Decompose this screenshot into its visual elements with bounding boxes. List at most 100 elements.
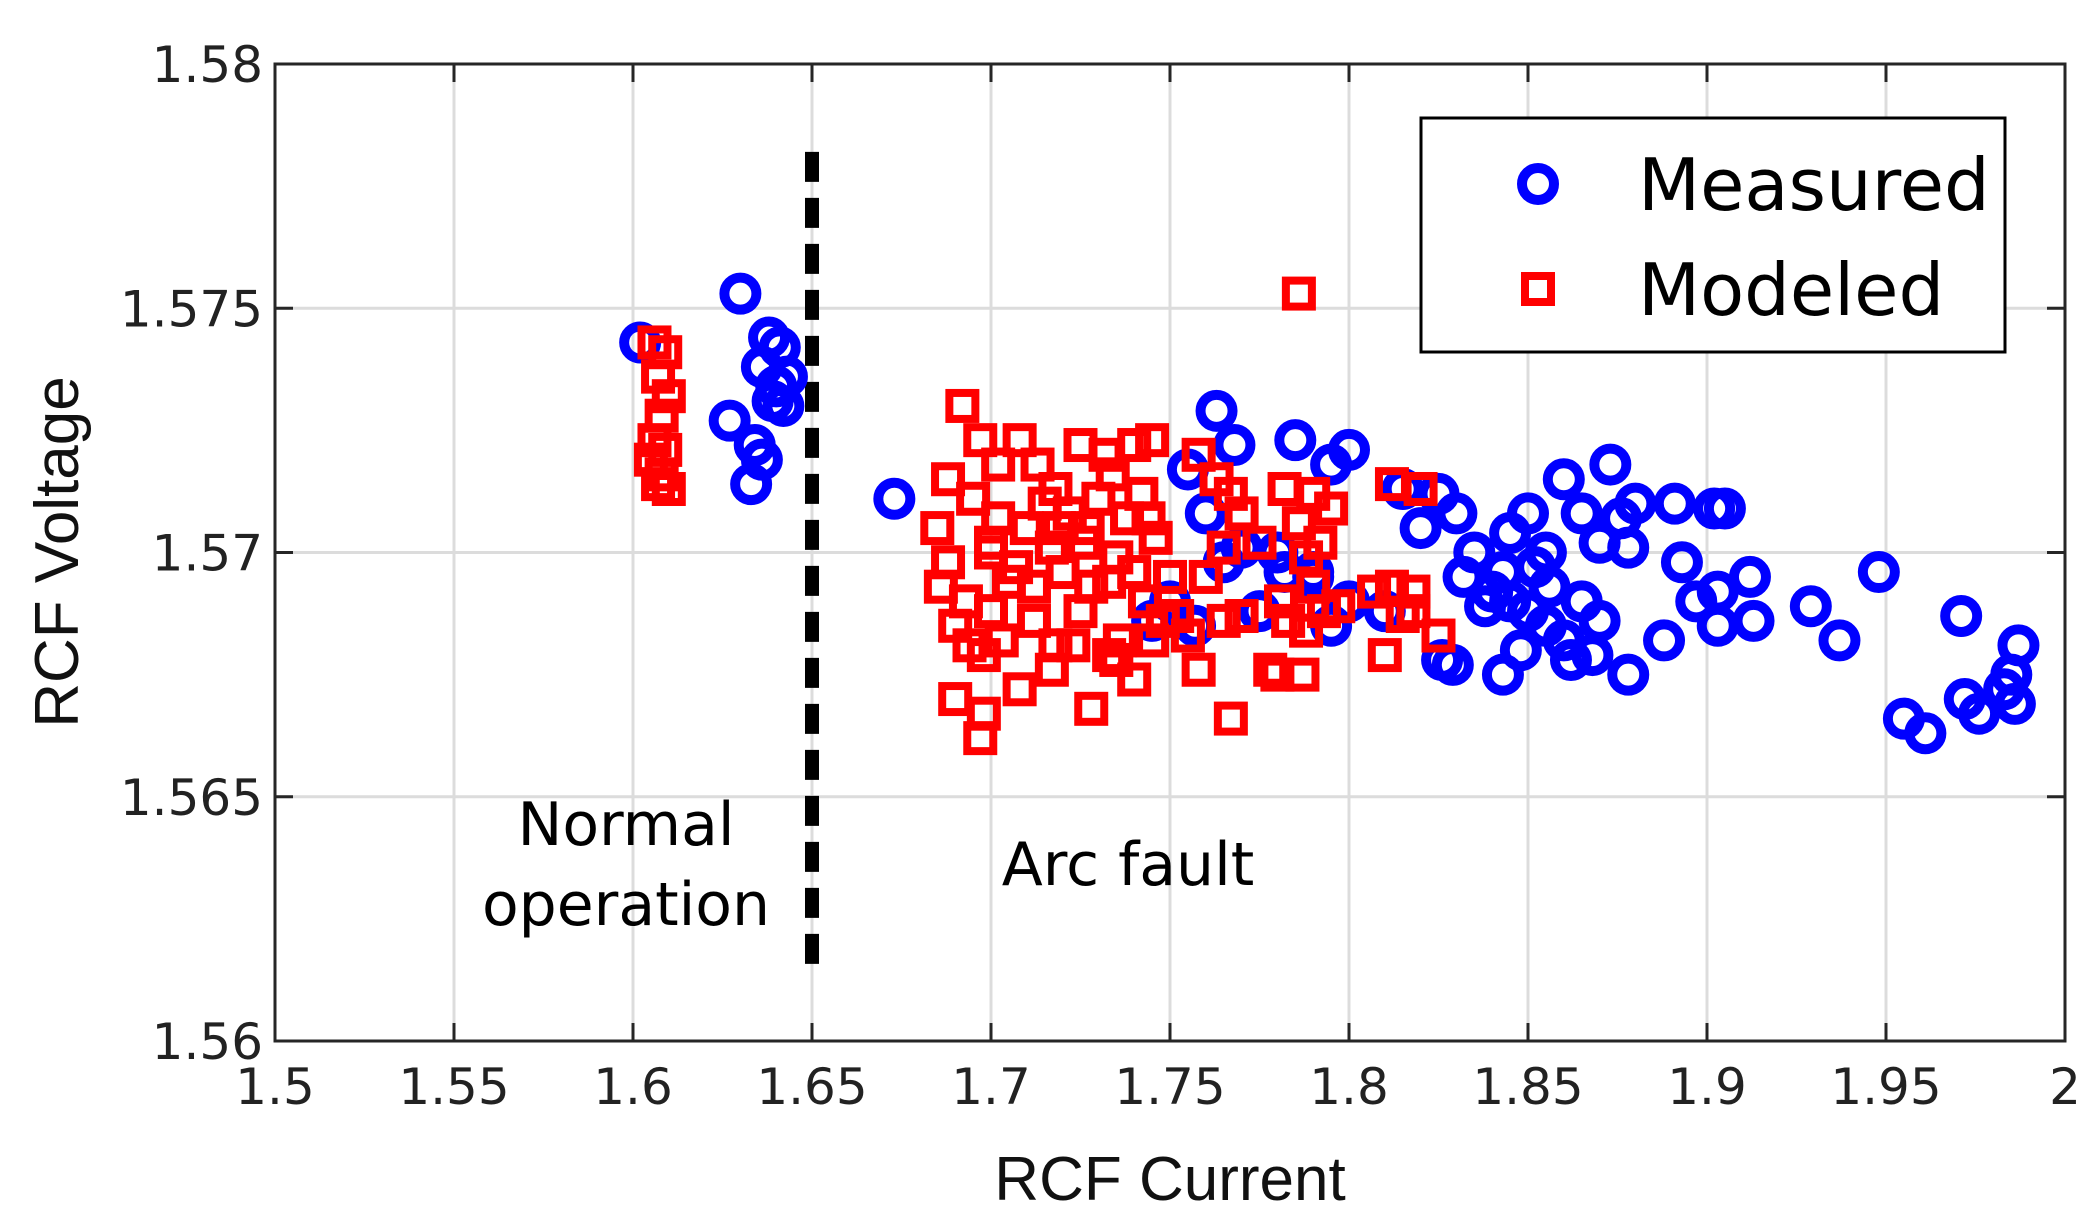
- measured-point: [1732, 599, 1775, 642]
- modeled-point: [1074, 569, 1109, 604]
- x-tick-label: 1.9: [1667, 1058, 1747, 1116]
- modeled-point: [651, 379, 686, 414]
- modeled-point: [931, 462, 966, 497]
- modeled-point: [1135, 623, 1170, 658]
- modeled-point: [1160, 599, 1195, 634]
- x-tick-label: 2: [2049, 1058, 2081, 1116]
- modeled-point: [920, 511, 955, 546]
- measured-point: [1549, 638, 1592, 681]
- modeled-point: [938, 682, 973, 717]
- measured-point: [1442, 555, 1485, 598]
- modeled-point: [1117, 428, 1152, 463]
- legend-measured-label: Measured: [1638, 143, 1990, 227]
- modeled-point: [1242, 525, 1277, 560]
- measured-point: [1560, 492, 1603, 535]
- modeled-point: [981, 501, 1016, 536]
- measured-point: [1328, 428, 1370, 471]
- modeled-point: [1092, 564, 1127, 599]
- measured-point: [1703, 487, 1746, 530]
- modeled-point: [1016, 603, 1051, 638]
- legend-modeled-label: Modeled: [1638, 248, 1944, 332]
- measured-point: [1528, 565, 1571, 608]
- modeled-point: [1042, 511, 1077, 546]
- modeled-point: [1253, 652, 1288, 687]
- measured-point: [1904, 712, 1947, 755]
- normal-operation-label-line2: operation: [482, 870, 770, 940]
- normal-operation-label-line1: Normal: [517, 790, 734, 860]
- modeled-point: [1285, 657, 1320, 692]
- modeled-point: [1263, 584, 1298, 619]
- y-tick-label: 1.575: [120, 280, 263, 338]
- modeled-point: [1281, 276, 1316, 311]
- measured-point: [1614, 482, 1657, 525]
- y-tick-label: 1.57: [152, 525, 263, 583]
- modeled-point: [945, 388, 980, 423]
- measured-point: [1728, 555, 1771, 598]
- region-annotations: Normal operation Arc fault: [482, 790, 1254, 940]
- modeled-point: [1020, 447, 1055, 482]
- measured-point: [873, 477, 916, 520]
- legend: Measured Modeled: [1419, 116, 2007, 354]
- modeled-point: [1421, 618, 1456, 653]
- y-tick-label: 1.565: [120, 769, 263, 827]
- modeled-point: [1138, 520, 1173, 555]
- measured-point: [1789, 585, 1832, 628]
- modeled-point: [981, 447, 1016, 482]
- measured-point: [1997, 624, 2040, 667]
- modeled-point: [1303, 525, 1338, 560]
- measured-point: [1481, 653, 1524, 696]
- modeled-point: [999, 550, 1034, 585]
- modeled-point: [1367, 638, 1402, 673]
- x-tick-label: 1.55: [398, 1058, 509, 1116]
- modeled-point: [1374, 467, 1409, 502]
- modeled-point: [1188, 559, 1223, 594]
- measured-point: [1607, 526, 1650, 569]
- axis-ticks: [273, 62, 2067, 1043]
- modeled-point: [1181, 652, 1216, 687]
- modeled-point: [1396, 594, 1431, 629]
- modeled-point: [1056, 628, 1091, 663]
- modeled-point: [1213, 701, 1248, 736]
- modeled-point: [1206, 530, 1241, 565]
- measured-point: [1184, 492, 1227, 535]
- x-tick-label: 1.6: [593, 1058, 673, 1116]
- modeled-point: [1074, 691, 1109, 726]
- measured-point: [1464, 585, 1507, 628]
- x-tick-label: 1.5: [235, 1058, 315, 1116]
- measured-point: [1421, 638, 1464, 681]
- measured-point: [1507, 492, 1549, 535]
- measured-point: [1818, 619, 1861, 662]
- measured-point: [708, 399, 751, 442]
- modeled-point: [1099, 642, 1134, 677]
- x-tick-labels: 1.5 1.55 1.6 1.65 1.7 1.75 1.8 1.85 1.9 1.95 2: [235, 1058, 2081, 1116]
- x-tick-label: 1.8: [1309, 1058, 1389, 1116]
- y-axis-label: RCF Voltage: [23, 376, 92, 728]
- measured-point: [1958, 692, 2001, 735]
- modeled-point: [963, 423, 998, 458]
- y-tick-label: 1.56: [152, 1013, 263, 1071]
- measured-point: [751, 380, 794, 423]
- modeled-point: [1206, 603, 1241, 638]
- modeled-series: [633, 276, 1456, 756]
- legend-box: [1419, 116, 2007, 354]
- measured-point: [1589, 443, 1632, 486]
- x-tick-label: 1.7: [951, 1058, 1031, 1116]
- measured-point: [1571, 634, 1614, 677]
- x-tick-label: 1.85: [1472, 1058, 1583, 1116]
- modeled-point: [1002, 423, 1037, 458]
- modeled-point: [1396, 574, 1431, 609]
- measured-point: [1857, 551, 1900, 594]
- modeled-point: [1131, 501, 1166, 536]
- modeled-point: [1095, 457, 1130, 492]
- measured-point: [1660, 541, 1703, 584]
- modeled-point: [1181, 437, 1216, 472]
- modeled-point: [1321, 589, 1356, 624]
- measured-point: [730, 463, 773, 506]
- modeled-point: [1153, 559, 1187, 594]
- measured-point: [1195, 389, 1238, 432]
- measured-point: [1213, 424, 1256, 467]
- measured-point: [1435, 492, 1478, 535]
- modeled-point: [641, 467, 676, 502]
- modeled-point: [956, 481, 991, 516]
